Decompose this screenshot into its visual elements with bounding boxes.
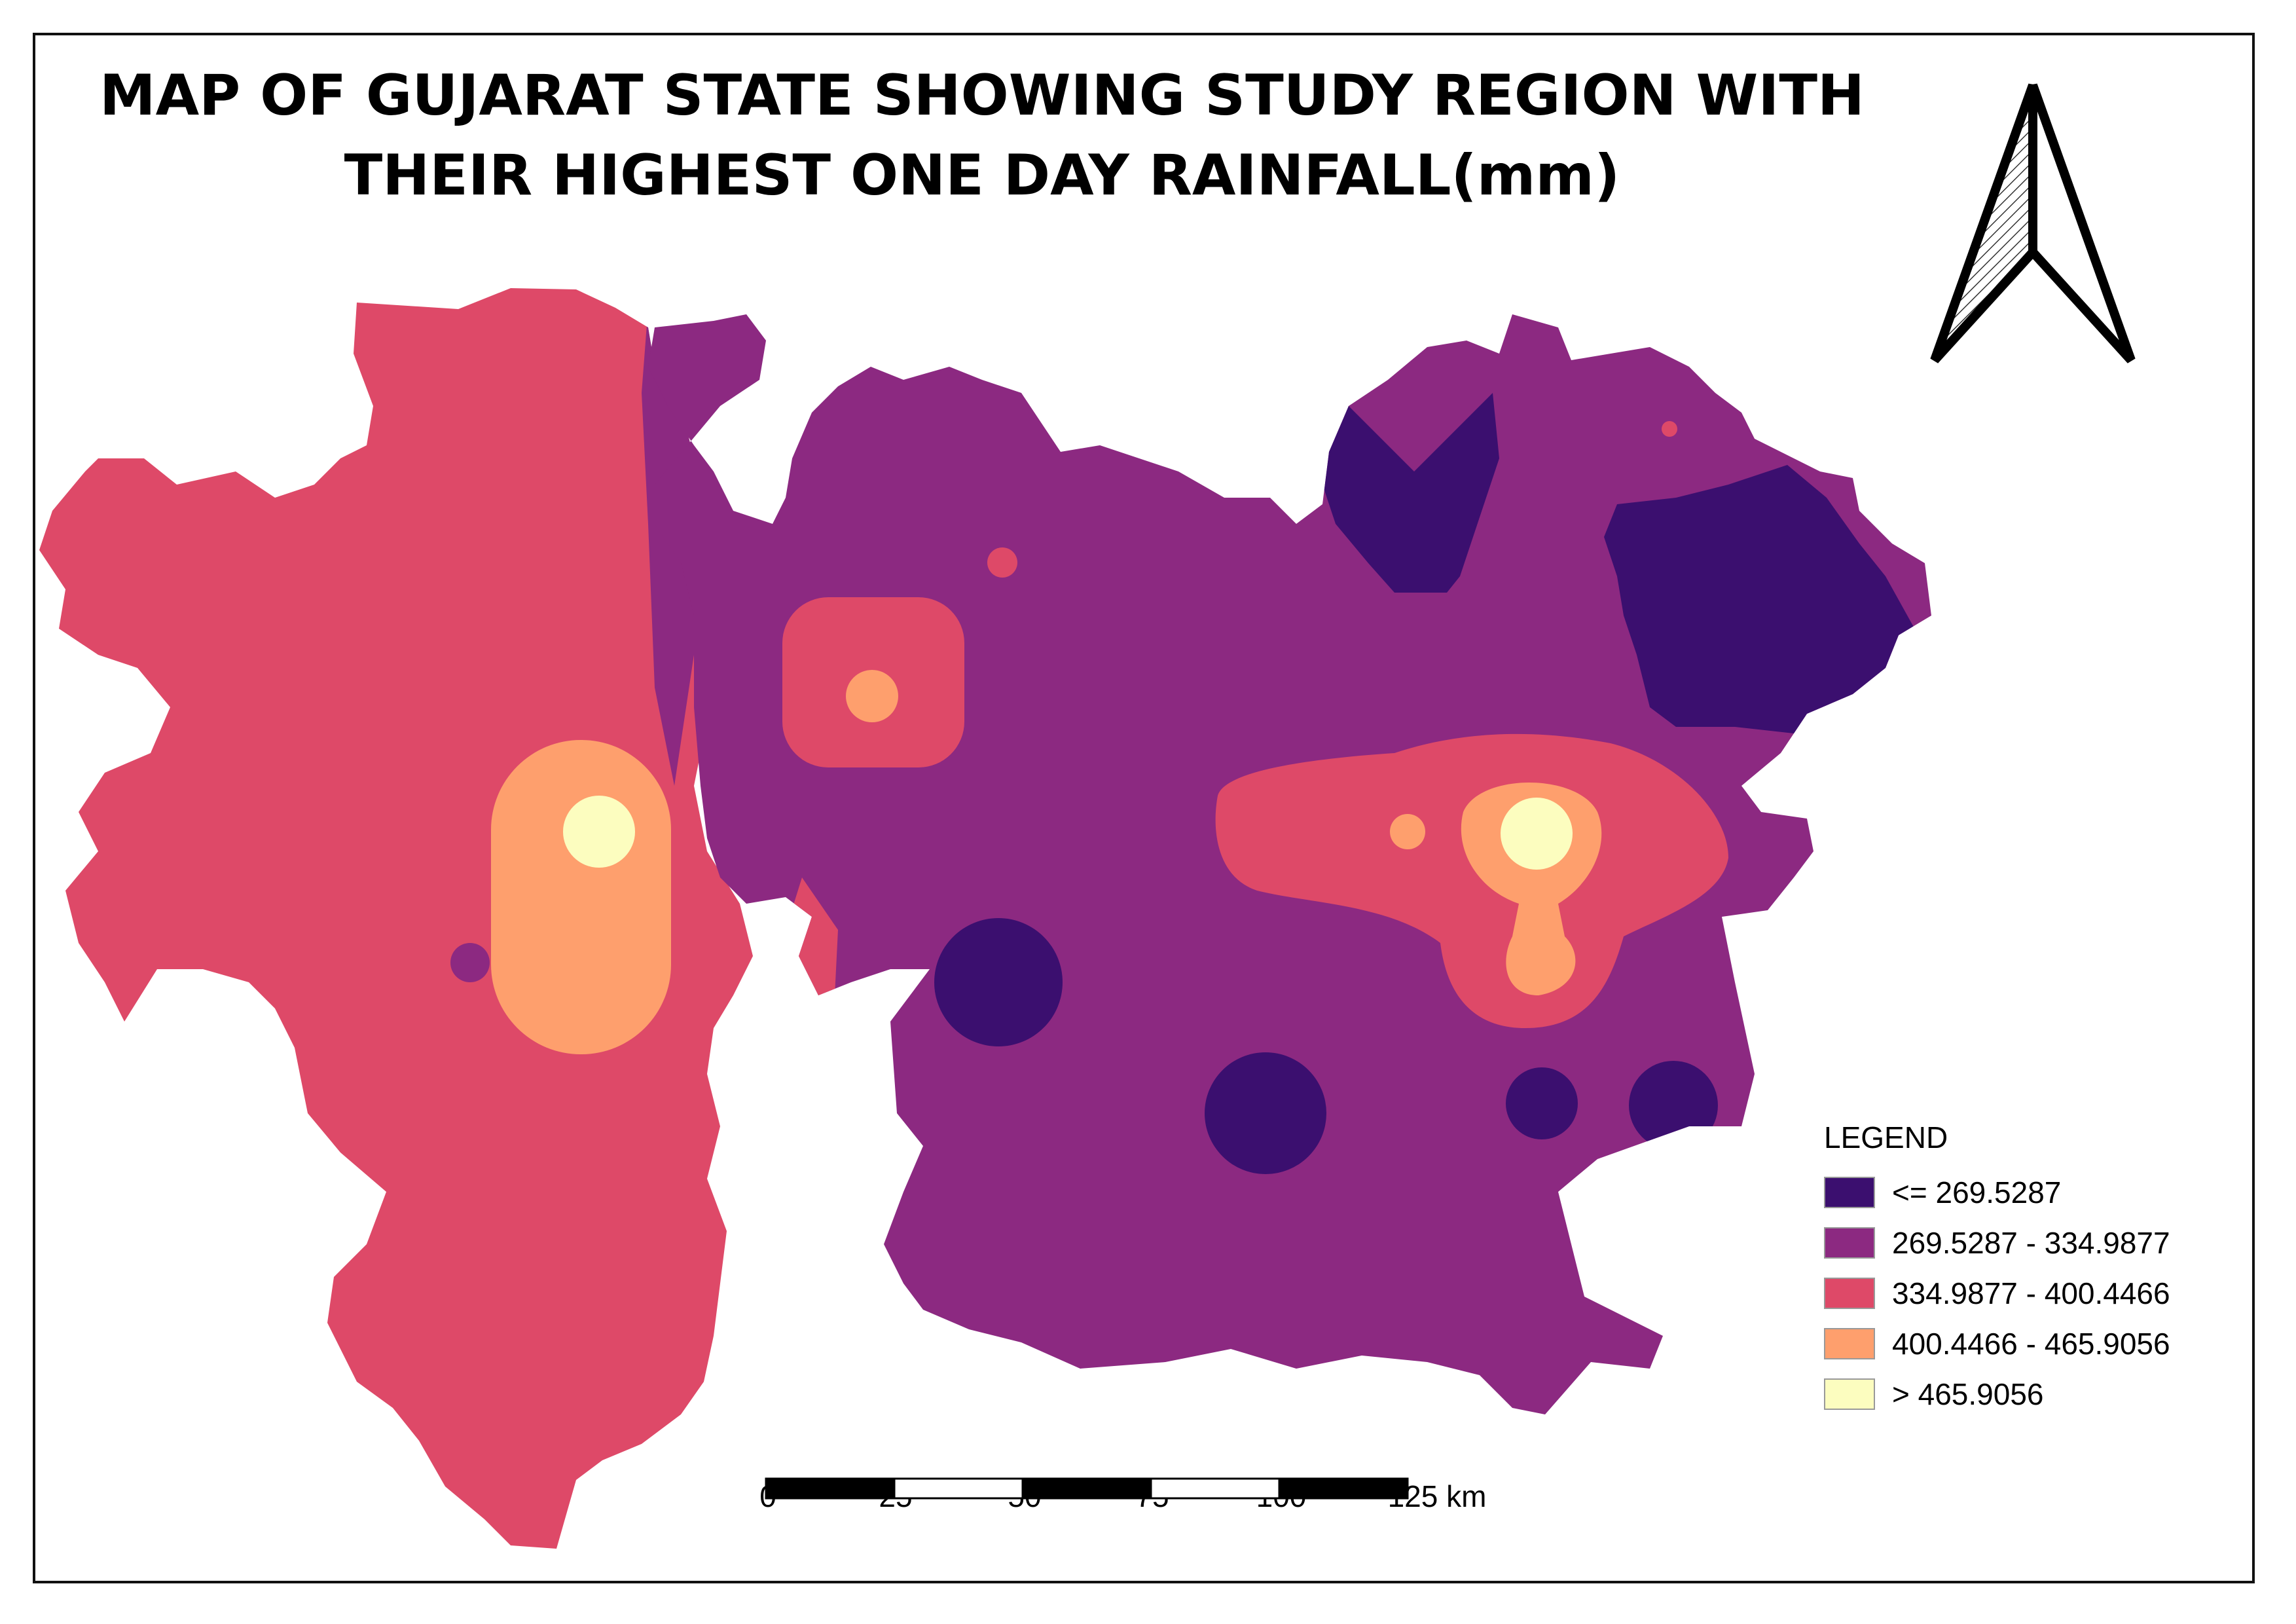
west-small-purple-spot [450,943,490,982]
scale-segment [1021,1477,1152,1500]
legend-label: 400.4466 - 465.9056 [1892,1326,2170,1361]
legend-swatch [1824,1327,1875,1359]
legend-label: <= 269.5287 [1892,1175,2062,1209]
legend-label: 269.5287 - 334.9877 [1892,1225,2170,1260]
map-title-line1: MAP OF GUJARAT STATE SHOWING STUDY REGIO… [100,63,1865,128]
north-hotspot-orange [846,670,898,722]
legend-item: 400.4466 - 465.9056 [1824,1318,2243,1369]
scale-bar [765,1477,1409,1500]
dark-spot-2 [1205,1052,1326,1174]
legend-item: <= 269.5287 [1824,1167,2243,1217]
dark-spot-1 [934,918,1063,1046]
west-hotspot-orange [491,740,671,1054]
small-red-spot [987,547,1017,578]
north-arrow-icon [1930,83,2136,363]
tiny-red-spot [1662,421,1677,437]
scale-segment [765,1477,896,1500]
north-arrow-left-half [1930,83,2037,363]
west-region [39,288,753,1549]
map-title: MAP OF GUJARAT STATE SHOWING STUDY REGIO… [39,56,1925,215]
legend-label: 334.9877 - 400.4466 [1892,1276,2170,1310]
east-small-orange-spot [1390,814,1425,849]
scale-segment [893,1477,1024,1500]
legend-swatch [1824,1378,1875,1410]
legend-title: LEGEND [1824,1120,1948,1154]
legend-item: 334.9877 - 400.4466 [1824,1268,2243,1318]
scale-segment [1150,1477,1281,1500]
north-arrow-right-half [2028,83,2136,363]
north-dark-patch [1322,393,1499,593]
legend-swatch [1824,1176,1875,1208]
dark-spot-3 [1506,1067,1578,1139]
east-hotspot-yellow [1501,798,1573,870]
legend-item: > 465.9056 [1824,1369,2243,1419]
west-hotspot-yellow [563,796,635,868]
map-legend: LEGEND <= 269.5287 269.5287 - 334.9877 3… [1824,1120,2243,1419]
east-hotspot-red [1215,733,1728,1028]
legend-swatch [1824,1277,1875,1309]
east-region [648,314,1931,1414]
map-title-line2: THEIR HIGHEST ONE DAY RAINFALL(mm) [344,143,1620,208]
legend-item: 269.5287 - 334.9877 [1824,1217,2243,1268]
scale-segment [1278,1477,1409,1500]
legend-swatch [1824,1227,1875,1259]
dark-spot-4 [1629,1061,1718,1150]
northeast-dark-patch [1604,465,1918,766]
legend-label: > 465.9056 [1892,1376,2044,1411]
